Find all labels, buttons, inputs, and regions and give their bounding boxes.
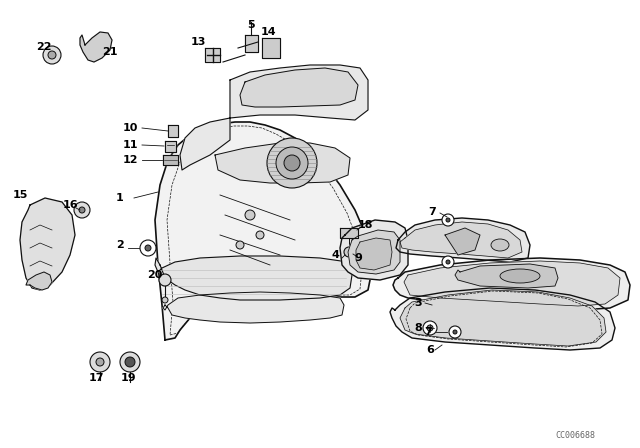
Circle shape [48,51,56,59]
Polygon shape [163,292,344,323]
Polygon shape [240,68,358,107]
Polygon shape [340,228,358,238]
Circle shape [344,247,354,257]
Polygon shape [400,290,606,346]
Polygon shape [180,65,368,170]
Circle shape [96,358,104,366]
Polygon shape [215,143,350,183]
Text: 14: 14 [260,27,276,37]
Circle shape [276,147,308,179]
Polygon shape [348,230,400,274]
Polygon shape [80,32,112,62]
Polygon shape [262,38,280,58]
Circle shape [162,297,168,303]
Text: 16: 16 [62,200,78,210]
Polygon shape [163,155,178,165]
Text: 4: 4 [331,250,339,260]
Text: 13: 13 [190,37,205,47]
Polygon shape [155,256,352,300]
Text: 18: 18 [357,220,372,230]
Circle shape [449,326,461,338]
Circle shape [120,352,140,372]
Circle shape [236,241,244,249]
Polygon shape [155,122,372,340]
Circle shape [256,231,264,239]
Text: 8: 8 [414,323,422,333]
Text: 2: 2 [116,240,124,250]
Circle shape [43,46,61,64]
Text: 7: 7 [424,327,432,337]
Text: 7: 7 [428,207,436,217]
Text: 22: 22 [36,42,52,52]
Polygon shape [20,198,75,290]
Circle shape [79,207,85,213]
Circle shape [74,202,90,218]
Circle shape [446,260,450,264]
Text: 20: 20 [147,270,163,280]
Ellipse shape [500,269,540,283]
Polygon shape [26,272,52,290]
Text: 19: 19 [120,373,136,383]
Polygon shape [340,220,408,280]
Polygon shape [445,228,480,255]
Circle shape [145,245,151,251]
Text: CC006688: CC006688 [555,431,595,439]
Circle shape [90,352,110,372]
Circle shape [267,138,317,188]
Circle shape [125,357,135,367]
Text: 5: 5 [247,20,255,30]
Polygon shape [396,218,530,262]
Circle shape [159,274,171,286]
Text: 9: 9 [354,253,362,263]
Polygon shape [356,238,392,270]
Text: 6: 6 [426,345,434,355]
Polygon shape [400,222,522,258]
Circle shape [284,155,300,171]
Circle shape [427,325,433,331]
Text: 21: 21 [102,47,118,57]
Polygon shape [168,125,178,137]
Polygon shape [455,264,558,288]
Circle shape [423,321,437,335]
Text: 15: 15 [12,190,28,200]
Text: 17: 17 [88,373,104,383]
Ellipse shape [491,239,509,251]
Circle shape [453,330,457,334]
Circle shape [446,218,450,222]
Text: 1: 1 [116,193,124,203]
Polygon shape [393,258,630,310]
Polygon shape [404,261,620,306]
Circle shape [442,214,454,226]
Text: 10: 10 [122,123,138,133]
Polygon shape [390,288,615,350]
Text: 3: 3 [414,298,422,308]
Text: 11: 11 [122,140,138,150]
Circle shape [442,256,454,268]
Circle shape [140,240,156,256]
Text: 12: 12 [122,155,138,165]
Circle shape [245,210,255,220]
Polygon shape [165,141,176,152]
Polygon shape [245,35,258,52]
Polygon shape [205,48,220,62]
